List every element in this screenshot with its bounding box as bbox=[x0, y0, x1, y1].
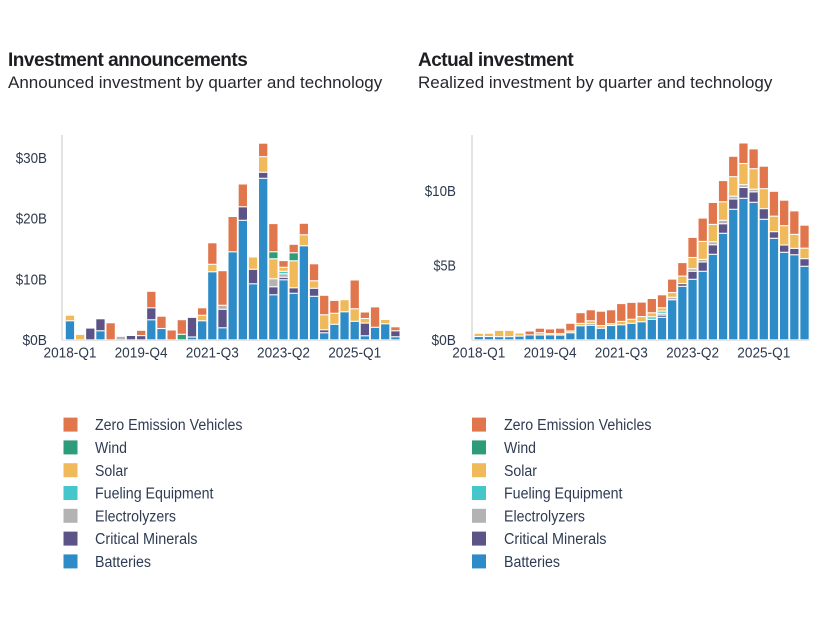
svg-text:Critical Minerals: Critical Minerals bbox=[95, 531, 198, 548]
svg-text:2023-Q2: 2023-Q2 bbox=[257, 345, 310, 362]
svg-text:Batteries: Batteries bbox=[504, 554, 560, 571]
svg-text:2021-Q3: 2021-Q3 bbox=[186, 345, 239, 362]
svg-text:Fueling Equipment: Fueling Equipment bbox=[95, 486, 214, 503]
svg-text:2019-Q4: 2019-Q4 bbox=[115, 345, 168, 362]
svg-text:2018-Q1: 2018-Q1 bbox=[452, 345, 505, 362]
svg-text:2023-Q2: 2023-Q2 bbox=[666, 345, 719, 362]
svg-text:$10B: $10B bbox=[16, 271, 47, 288]
svg-text:Electrolyzers: Electrolyzers bbox=[95, 508, 176, 525]
svg-text:Critical Minerals: Critical Minerals bbox=[504, 531, 607, 548]
svg-text:2018-Q1: 2018-Q1 bbox=[44, 345, 97, 362]
svg-text:$30B: $30B bbox=[16, 150, 47, 167]
svg-text:Zero Emission Vehicles: Zero Emission Vehicles bbox=[95, 417, 243, 434]
svg-text:Solar: Solar bbox=[504, 463, 537, 480]
svg-text:2021-Q3: 2021-Q3 bbox=[595, 345, 648, 362]
svg-text:$20B: $20B bbox=[16, 211, 47, 228]
svg-text:$5B: $5B bbox=[434, 258, 457, 275]
svg-text:Zero Emission Vehicles: Zero Emission Vehicles bbox=[504, 417, 652, 434]
svg-text:$0B: $0B bbox=[432, 332, 457, 349]
svg-text:Batteries: Batteries bbox=[95, 554, 151, 571]
svg-text:$10B: $10B bbox=[425, 183, 456, 200]
svg-text:Wind: Wind bbox=[95, 440, 127, 457]
svg-text:$0B: $0B bbox=[23, 332, 48, 349]
svg-text:2025-Q1: 2025-Q1 bbox=[328, 345, 381, 362]
svg-text:Electrolyzers: Electrolyzers bbox=[504, 508, 585, 525]
svg-text:Wind: Wind bbox=[504, 440, 536, 457]
svg-text:Solar: Solar bbox=[95, 463, 128, 480]
svg-text:2025-Q1: 2025-Q1 bbox=[737, 345, 790, 362]
svg-text:Fueling Equipment: Fueling Equipment bbox=[504, 486, 623, 503]
svg-text:2019-Q4: 2019-Q4 bbox=[524, 345, 577, 362]
